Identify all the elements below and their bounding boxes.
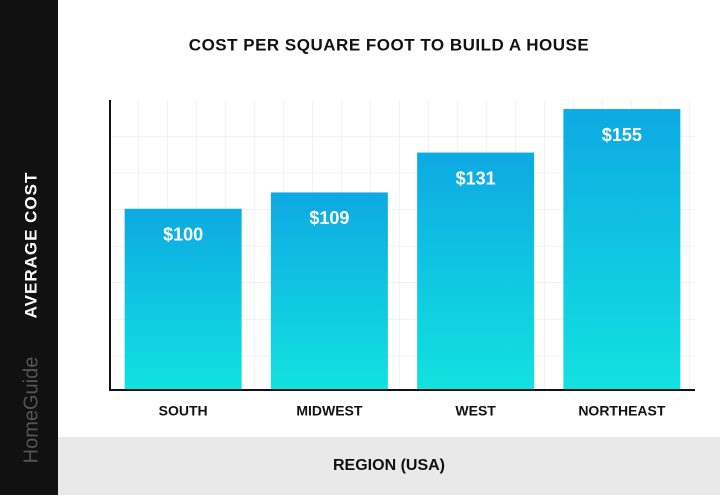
side-strip: [0, 0, 58, 495]
value-label: $109: [309, 208, 349, 228]
bar: [124, 208, 242, 390]
y-axis-label: AVERAGE COST: [21, 172, 40, 319]
bar: [417, 152, 535, 390]
x-axis-label: REGION (USA): [333, 457, 445, 474]
brand: HomeGuide: [20, 357, 42, 464]
chart-title: COST PER SQUARE FOOT TO BUILD A HOUSE: [189, 35, 589, 54]
x-tick-label: NORTHEAST: [578, 403, 666, 419]
value-label: $131: [456, 168, 496, 188]
x-tick-label: MIDWEST: [296, 403, 363, 419]
x-tick-label: SOUTH: [159, 403, 208, 419]
x-tick-label: WEST: [455, 403, 496, 419]
value-label: $100: [163, 225, 203, 245]
bar: [270, 192, 388, 390]
x-label-band: [58, 437, 720, 495]
bar: [563, 109, 681, 390]
value-label: $155: [602, 125, 642, 145]
